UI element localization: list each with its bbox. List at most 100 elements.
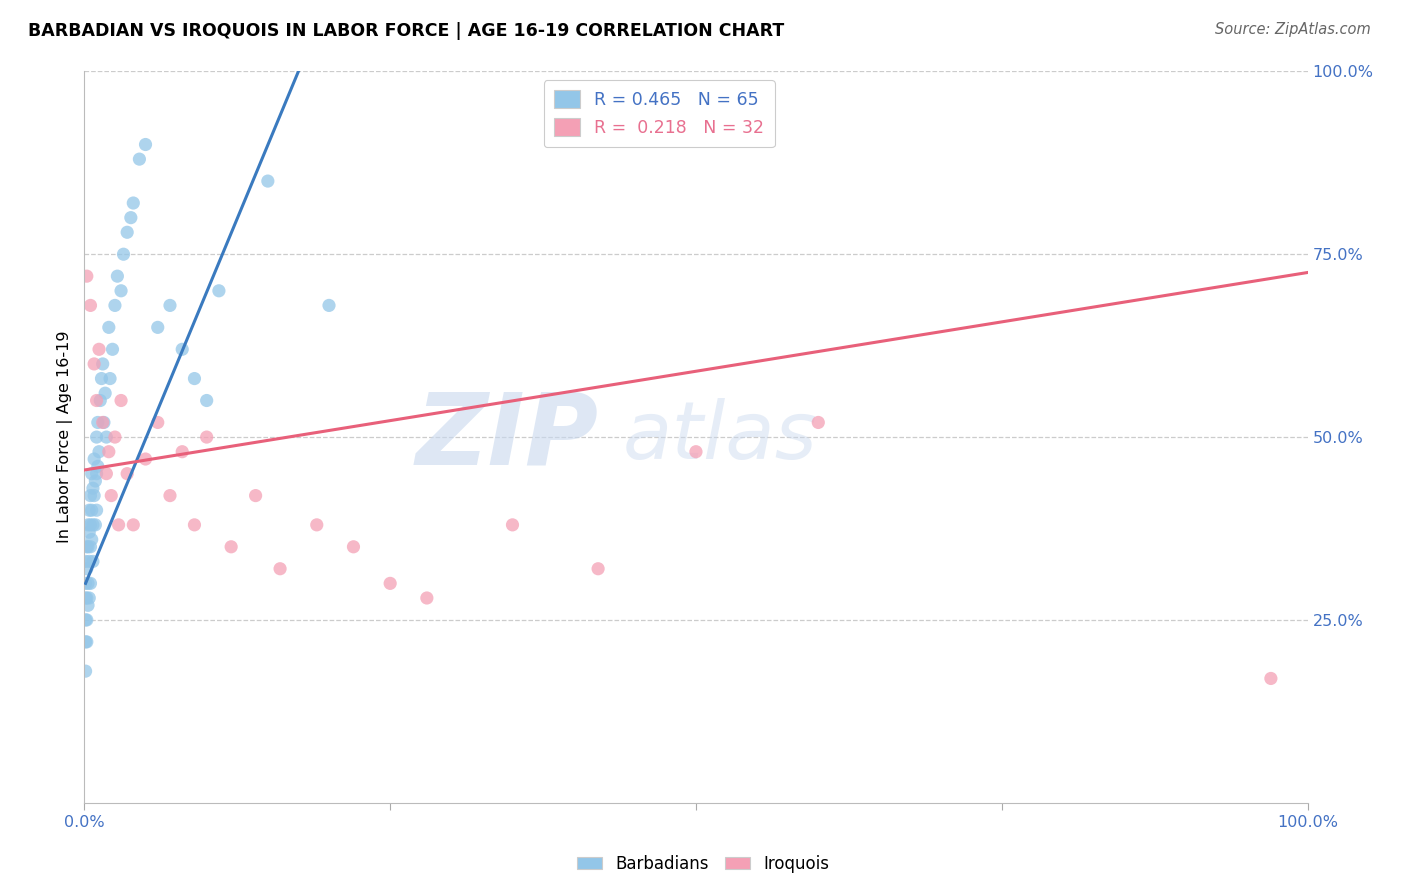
Point — [84, 517, 107, 532]
Text: Source: ZipAtlas.com: Source: ZipAtlas.com — [1215, 22, 1371, 37]
Point — [76, 635, 98, 649]
Point — [80, 533, 103, 547]
Point — [257, 174, 280, 188]
Point — [75, 664, 97, 678]
Point — [77, 517, 100, 532]
Point — [135, 452, 157, 467]
Point — [115, 225, 138, 239]
Point — [195, 393, 218, 408]
Point — [195, 430, 218, 444]
Point — [115, 467, 138, 481]
Point — [79, 298, 101, 312]
Point — [219, 540, 242, 554]
Point — [90, 371, 112, 385]
Point — [586, 562, 609, 576]
Y-axis label: In Labor Force | Age 16-19: In Labor Force | Age 16-19 — [58, 331, 73, 543]
Point — [77, 599, 100, 613]
Point — [97, 444, 120, 458]
Point — [172, 444, 194, 458]
Point — [75, 591, 97, 605]
Point — [98, 371, 121, 385]
Point — [104, 298, 127, 312]
Text: BARBADIAN VS IROQUOIS IN LABOR FORCE | AGE 16-19 CORRELATION CHART: BARBADIAN VS IROQUOIS IN LABOR FORCE | A… — [28, 22, 785, 40]
Point — [77, 525, 100, 540]
Point — [77, 591, 100, 605]
Point — [83, 357, 105, 371]
Point — [159, 298, 181, 312]
Point — [245, 489, 267, 503]
Point — [87, 459, 110, 474]
Point — [685, 444, 707, 458]
Point — [86, 503, 108, 517]
Point — [93, 416, 115, 430]
Point — [120, 211, 142, 225]
Point — [76, 591, 98, 605]
Point — [79, 489, 101, 503]
Legend: Barbadians, Iroquois: Barbadians, Iroquois — [569, 848, 837, 880]
Point — [101, 343, 124, 357]
Point — [96, 430, 118, 444]
Point — [79, 517, 101, 532]
Point — [87, 444, 110, 458]
Text: atlas: atlas — [623, 398, 817, 476]
Point — [110, 393, 132, 408]
Point — [76, 540, 98, 554]
Point — [380, 576, 402, 591]
Point — [146, 320, 169, 334]
Point — [79, 576, 101, 591]
Legend: R = 0.465   N = 65, R =  0.218   N = 32: R = 0.465 N = 65, R = 0.218 N = 32 — [544, 80, 775, 147]
Point — [75, 635, 97, 649]
Point — [269, 562, 291, 576]
Point — [183, 517, 205, 532]
Point — [122, 196, 145, 211]
Point — [76, 613, 98, 627]
Point — [183, 371, 205, 385]
Point — [83, 452, 105, 467]
Point — [76, 269, 98, 284]
Point — [807, 416, 830, 430]
Point — [75, 613, 97, 627]
Point — [104, 430, 127, 444]
Point — [208, 284, 231, 298]
Point — [342, 540, 364, 554]
Point — [77, 503, 100, 517]
Point — [110, 284, 132, 298]
Point — [105, 269, 128, 284]
Point — [80, 467, 103, 481]
Point — [112, 247, 135, 261]
Point — [146, 416, 169, 430]
Point — [86, 430, 108, 444]
Point — [86, 467, 108, 481]
Point — [75, 576, 97, 591]
Point — [94, 386, 117, 401]
Point — [91, 416, 114, 430]
Point — [122, 517, 145, 532]
Point — [77, 540, 100, 554]
Point — [107, 517, 129, 532]
Point — [79, 540, 101, 554]
Point — [318, 298, 340, 312]
Point — [91, 357, 114, 371]
Point — [100, 489, 122, 503]
Point — [135, 137, 157, 152]
Point — [77, 576, 100, 591]
Point — [89, 393, 111, 408]
Point — [80, 503, 103, 517]
Point — [82, 517, 104, 532]
Point — [305, 517, 328, 532]
Point — [87, 343, 110, 357]
Point — [502, 517, 524, 532]
Point — [87, 416, 110, 430]
Point — [82, 481, 104, 495]
Point — [96, 467, 118, 481]
Point — [159, 489, 181, 503]
Text: ZIP: ZIP — [415, 389, 598, 485]
Point — [84, 474, 107, 488]
Point — [75, 554, 97, 568]
Point — [128, 152, 150, 166]
Point — [416, 591, 439, 605]
Point — [86, 393, 108, 408]
Point — [77, 554, 100, 568]
Point — [82, 554, 104, 568]
Point — [83, 489, 105, 503]
